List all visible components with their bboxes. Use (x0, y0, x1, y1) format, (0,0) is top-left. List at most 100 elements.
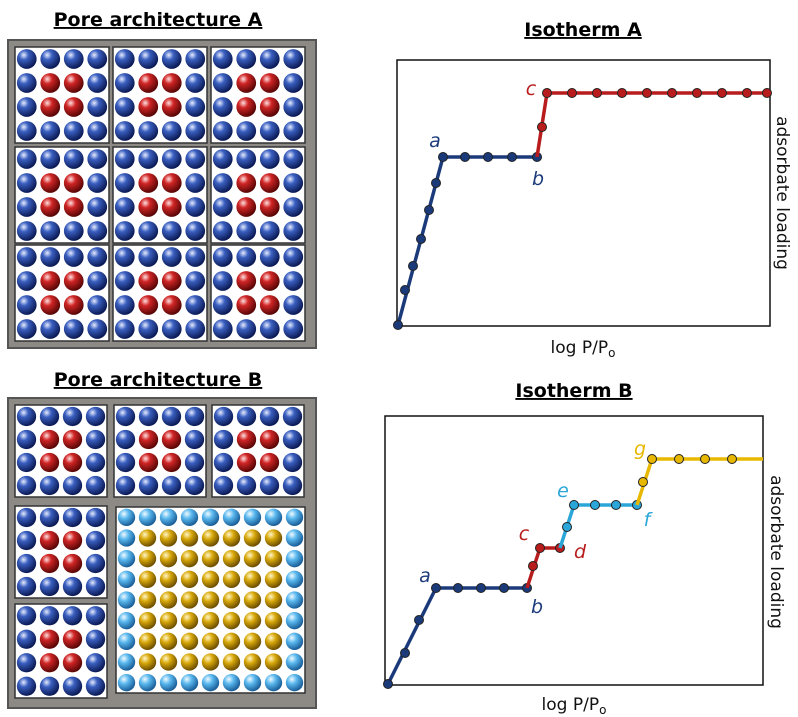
isotherm-point (643, 89, 652, 98)
adsorbate-sphere (63, 430, 82, 449)
isotherm-point (568, 89, 577, 98)
adsorbate-sphere (17, 407, 36, 426)
adsorbate-sphere (202, 653, 219, 670)
adsorbate-sphere (139, 674, 156, 691)
adsorbate-sphere (265, 509, 282, 526)
adsorbate-sphere (162, 247, 182, 267)
adsorbate-sphere (160, 674, 177, 691)
adsorbate-sphere (118, 653, 135, 670)
adsorbate-sphere (86, 577, 105, 596)
adsorbate-sphere (139, 612, 156, 629)
adsorbate-sphere (223, 612, 240, 629)
adsorbate-sphere (283, 149, 303, 169)
adsorbate-sphere (260, 247, 280, 267)
adsorbate-sphere (214, 430, 233, 449)
isotherm-point (668, 89, 677, 98)
adsorbate-sphere (283, 247, 303, 267)
adsorbate-sphere (115, 173, 135, 193)
adsorbate-sphere (86, 407, 105, 426)
adsorbate-sphere (283, 49, 303, 69)
panel-title: Isotherm B (515, 380, 632, 402)
adsorbate-sphere (138, 149, 158, 169)
adsorbate-sphere (17, 173, 37, 193)
adsorbate-sphere (40, 97, 60, 117)
adsorbate-sphere (17, 295, 37, 315)
adsorbate-sphere (181, 612, 198, 629)
adsorbate-sphere (64, 221, 84, 241)
isotherm-point (384, 680, 393, 689)
adsorbate-sphere (286, 612, 303, 629)
adsorbate-sphere (214, 407, 233, 426)
adsorbate-sphere (236, 271, 256, 291)
adsorbate-sphere (181, 633, 198, 650)
adsorbate-sphere (63, 508, 82, 527)
adsorbate-sphere (185, 247, 205, 267)
adsorbate-sphere (64, 319, 84, 339)
adsorbate-sphere (86, 508, 105, 527)
adsorbate-sphere (86, 630, 105, 649)
adsorbate-sphere (40, 73, 60, 93)
adsorbate-sphere (265, 571, 282, 588)
adsorbate-sphere (202, 633, 219, 650)
adsorbate-sphere (160, 653, 177, 670)
adsorbate-sphere (237, 476, 256, 495)
adsorbate-sphere (139, 430, 158, 449)
adsorbate-sphere (138, 97, 158, 117)
adsorbate-sphere (86, 476, 105, 495)
adsorbate-sphere (87, 121, 107, 141)
adsorbate-sphere (202, 509, 219, 526)
adsorbate-sphere (160, 550, 177, 567)
adsorbate-sphere (286, 591, 303, 608)
isotherm-point (477, 584, 486, 593)
isotherm-point (618, 89, 627, 98)
adsorbate-sphere (202, 550, 219, 567)
adsorbate-sphere (87, 197, 107, 217)
adsorbate-sphere (17, 247, 37, 267)
adsorbate-sphere (260, 319, 280, 339)
isotherm-point (743, 89, 752, 98)
adsorbate-sphere (139, 509, 156, 526)
adsorbate-sphere (139, 633, 156, 650)
adsorbate-sphere (162, 476, 181, 495)
adsorbate-sphere (115, 271, 135, 291)
adsorbate-sphere (17, 49, 37, 69)
adsorbate-sphere (181, 509, 198, 526)
adsorbate-sphere (162, 453, 181, 472)
adsorbate-sphere (185, 149, 205, 169)
isotherm-point (432, 584, 441, 593)
adsorbate-sphere (223, 550, 240, 567)
panel-title: Pore architecture B (54, 369, 263, 391)
adsorbate-sphere (265, 674, 282, 691)
adsorbate-sphere (138, 221, 158, 241)
adsorbate-sphere (286, 653, 303, 670)
adsorbate-sphere (160, 591, 177, 608)
adsorbate-sphere (139, 476, 158, 495)
adsorbate-sphere (213, 319, 233, 339)
adsorbate-sphere (283, 197, 303, 217)
adsorbate-sphere (286, 550, 303, 567)
adsorbate-sphere (118, 674, 135, 691)
isotherm-point (543, 89, 552, 98)
label-subscript: o (608, 346, 615, 360)
adsorbate-sphere (64, 49, 84, 69)
adsorbate-sphere (63, 677, 82, 696)
adsorbate-sphere (244, 612, 261, 629)
adsorbate-sphere (40, 630, 59, 649)
isotherm-point (417, 235, 426, 244)
isotherm-point (648, 455, 657, 464)
adsorbate-sphere (260, 73, 280, 93)
adsorbate-sphere (236, 319, 256, 339)
adsorbate-sphere (87, 97, 107, 117)
adsorbate-sphere (139, 550, 156, 567)
point-label: a (429, 130, 441, 152)
adsorbate-sphere (244, 674, 261, 691)
adsorbate-sphere (17, 271, 37, 291)
adsorbate-sphere (244, 509, 261, 526)
adsorbate-sphere (283, 73, 303, 93)
isotherm-point (394, 321, 403, 330)
isotherm-point (591, 501, 600, 510)
adsorbate-sphere (40, 247, 60, 267)
adsorbate-sphere (181, 591, 198, 608)
isotherm-line (388, 588, 527, 684)
adsorbate-sphere (260, 49, 280, 69)
